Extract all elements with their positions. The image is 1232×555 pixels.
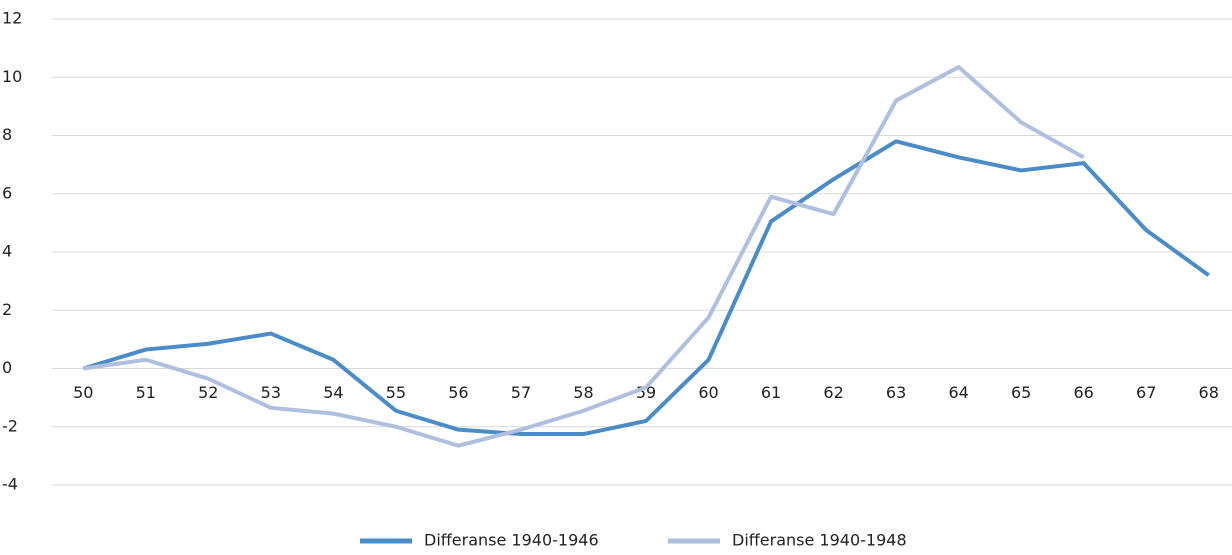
y-tick-label: 4 [2, 242, 12, 261]
x-tick-label: 53 [261, 383, 281, 402]
x-tick-label: 57 [511, 383, 531, 402]
legend-label: Differanse 1940-1946 [424, 531, 599, 550]
x-tick-label: 67 [1136, 383, 1156, 402]
series-line [82, 65, 1085, 448]
y-tick-label: 10 [2, 67, 22, 86]
y-tick-label: 0 [2, 358, 12, 377]
x-tick-label: 68 [1199, 383, 1219, 402]
x-tick-label: 63 [886, 383, 906, 402]
y-tick-label: -2 [2, 416, 18, 435]
y-tick-label: -4 [2, 475, 18, 494]
legend-label: Differanse 1940-1948 [732, 531, 907, 550]
x-tick-label: 61 [761, 383, 781, 402]
y-tick-label: 8 [2, 125, 12, 144]
x-tick-label: 56 [448, 383, 468, 402]
x-tick-label: 62 [823, 383, 843, 402]
y-tick-label: 6 [2, 183, 12, 202]
x-tick-label: 54 [323, 383, 343, 402]
x-tick-label: 52 [198, 383, 218, 402]
x-tick-label: 65 [1011, 383, 1031, 402]
x-tick-label: 64 [948, 383, 968, 402]
x-tick-label: 55 [386, 383, 406, 402]
series-line [82, 139, 1210, 437]
x-tick-label: 66 [1074, 383, 1094, 402]
x-tick-label: 58 [573, 383, 593, 402]
x-tick-label: 51 [136, 383, 156, 402]
x-tick-label: 50 [73, 383, 93, 402]
y-tick-label: 12 [2, 9, 22, 28]
x-tick-label: 60 [698, 383, 718, 402]
y-tick-label: 2 [2, 300, 12, 319]
